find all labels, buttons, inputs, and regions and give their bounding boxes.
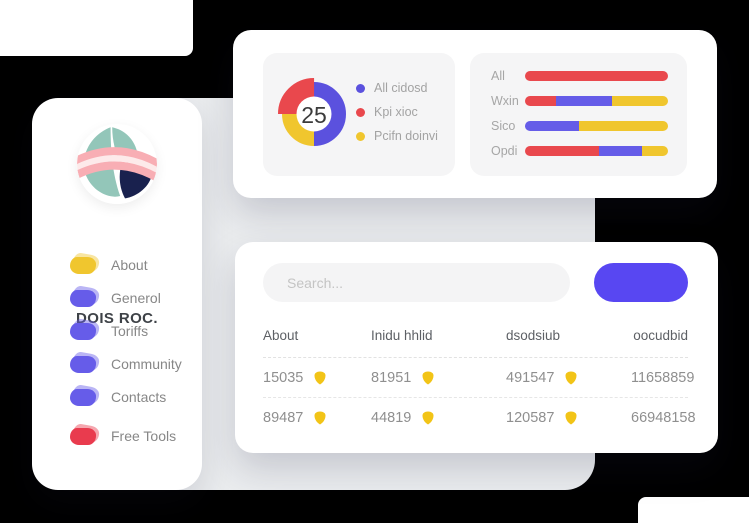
badge-shield-icon [565, 371, 577, 384]
bar-label: Wxin [491, 93, 519, 108]
search-input[interactable] [263, 263, 570, 302]
table-cell: 89487 [263, 410, 371, 426]
cell-value: 120587 [506, 410, 555, 426]
table-card: About Inidu hhlid dsodsiub oocudbid 1503… [235, 242, 718, 453]
sidebar-item-label: Community [111, 356, 182, 372]
table-cell: 11658859 [631, 369, 695, 386]
sidebar-item-label: Free Tools [111, 428, 177, 444]
table-cell: 15035 [263, 370, 371, 386]
sidebar-item-about[interactable]: About [70, 253, 182, 277]
cell-value: 15035 [263, 369, 304, 386]
column-header: Inidu hhlid [371, 328, 433, 343]
legend-label: Kpi xioc [374, 105, 418, 119]
table-row: 15035 81951 491547 11658859 [263, 358, 694, 398]
legend-label: Pcifn doinvi [374, 129, 438, 143]
table-cell: 44819 [371, 410, 506, 426]
bar-row: Wxin [491, 88, 668, 113]
cell-value: 44819 [371, 410, 412, 426]
badge-shield-icon [314, 371, 326, 384]
cell-value: 491547 [506, 369, 555, 386]
table-cell: 491547 [506, 370, 631, 386]
brand-logo [32, 124, 202, 204]
badge-shield-icon [314, 411, 326, 425]
backdrop-rect-bottom-right [638, 497, 749, 523]
legend-dot-icon [356, 131, 365, 141]
bar-row: Sico [491, 113, 668, 138]
column-header: oocudbid [633, 328, 688, 343]
menu-blob-icon [70, 256, 96, 274]
bars-panel: All Wxin Sico Opdi [470, 53, 687, 176]
menu-blob-icon [70, 388, 96, 406]
column-header: About [263, 328, 299, 343]
sidebar-item-community[interactable]: Community [70, 352, 182, 376]
legend-dot-icon [356, 107, 365, 117]
legend-item: Kpi xioc [356, 105, 438, 119]
bar-label: All [491, 68, 505, 83]
legend-item: Pcifn doinvi [356, 129, 438, 143]
legend-label: All cidosd [374, 81, 428, 95]
stacked-bar [525, 95, 668, 106]
brand-logo-icon [77, 124, 157, 204]
donut-panel: 25 All cidosd Kpi xioc Pcifn doinvi [263, 53, 455, 176]
badge-shield-icon [422, 371, 434, 384]
data-table: About Inidu hhlid dsodsiub oocudbid 1503… [263, 328, 696, 438]
bar-label: Sico [491, 118, 516, 133]
sidebar-item-label: Toriffs [111, 323, 149, 339]
stats-card: 25 All cidosd Kpi xioc Pcifn doinvi All [233, 30, 717, 198]
donut-center-value: 25 [301, 102, 327, 128]
menu-blob-icon [70, 289, 96, 307]
cell-value: 89487 [263, 410, 304, 426]
bar-label: Opdi [491, 143, 518, 158]
sidebar-item-contacts[interactable]: Contacts [70, 385, 182, 409]
sidebar-menu: About Generol Toriffs Community Contacts… [70, 253, 182, 457]
table-header-row: About Inidu hhlid dsodsiub oocudbid [263, 328, 688, 358]
table-row: 89487 44819 120587 66948158 [263, 398, 696, 438]
donut-chart: 25 [278, 78, 350, 150]
sidebar-item-label: Contacts [111, 389, 167, 405]
stacked-bar [525, 145, 668, 156]
table-cell: 66948158 [631, 410, 696, 426]
cell-value: 81951 [371, 369, 412, 386]
menu-blob-icon [70, 355, 96, 373]
sidebar-item-free-tools[interactable]: Free Tools [70, 424, 182, 448]
stacked-bar [525, 120, 668, 131]
stacked-bar [525, 70, 668, 81]
bar-row: All [491, 63, 668, 88]
menu-blob-icon [70, 427, 96, 445]
column-header: dsodsiub [506, 328, 561, 343]
search-button[interactable] [594, 263, 688, 302]
backdrop-rect-top-left [0, 0, 193, 56]
table-cell: 81951 [371, 370, 506, 386]
donut-legend: All cidosd Kpi xioc Pcifn doinvi [356, 81, 438, 143]
menu-blob-icon [70, 322, 96, 340]
sidebar: DOIS ROC. About Generol Toriffs Communit… [32, 98, 202, 490]
sidebar-item-toriffs[interactable]: Toriffs [70, 319, 182, 343]
badge-shield-icon [565, 411, 577, 425]
legend-dot-icon [356, 83, 365, 93]
sidebar-item-label: Generol [111, 290, 161, 306]
legend-item: All cidosd [356, 81, 438, 95]
table-cell: 120587 [506, 410, 631, 426]
sidebar-item-label: About [111, 257, 148, 273]
sidebar-item-generol[interactable]: Generol [70, 286, 182, 310]
badge-shield-icon [422, 411, 434, 425]
bar-row: Opdi [491, 138, 668, 163]
